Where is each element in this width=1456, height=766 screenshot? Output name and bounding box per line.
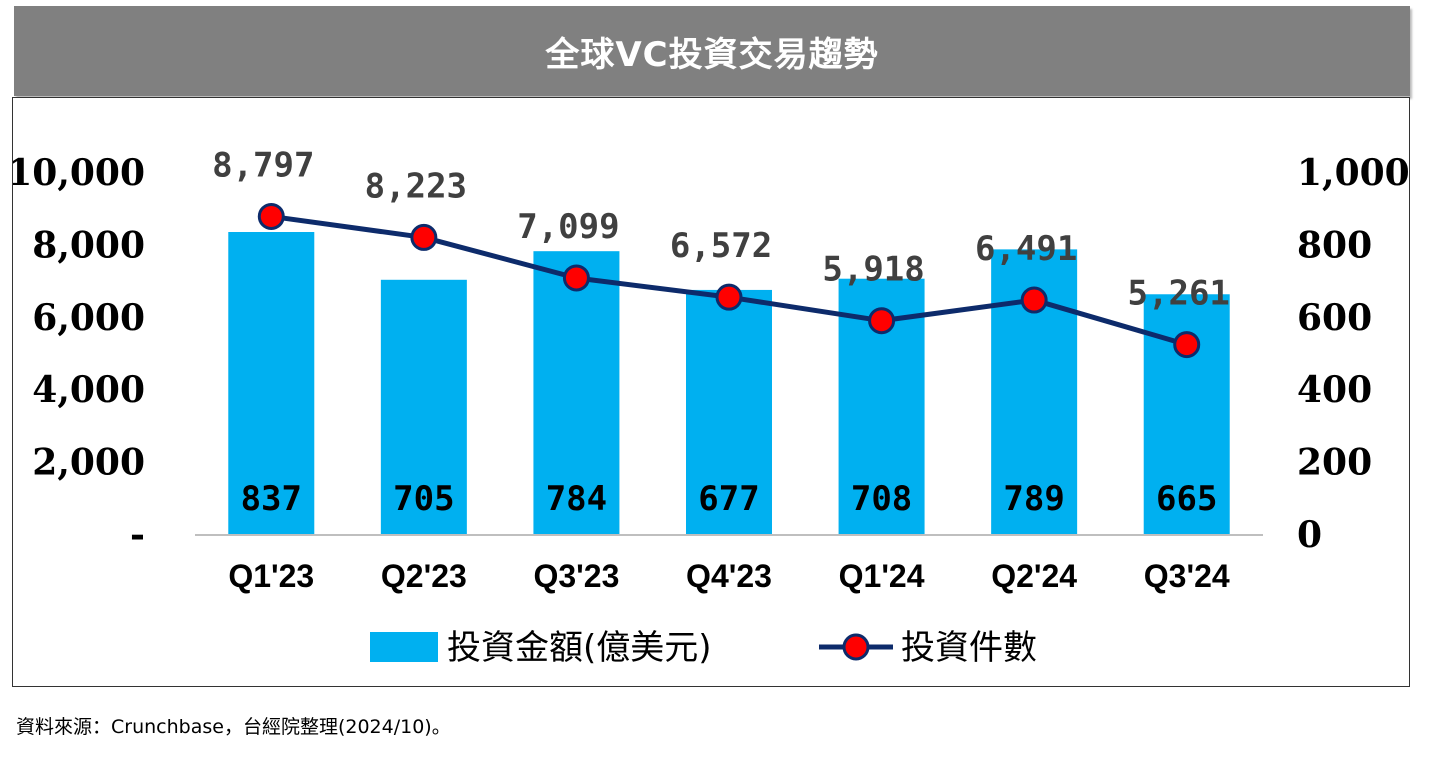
line-marker	[562, 264, 590, 292]
bar	[533, 251, 620, 535]
y-right-tick-label: 600	[1297, 297, 1372, 339]
line-marker	[1020, 286, 1048, 314]
line-marker	[715, 283, 743, 311]
line-marker	[1173, 331, 1201, 359]
line-value-label: 7,099	[517, 207, 619, 247]
y-right-tick-label: 200	[1297, 442, 1372, 484]
x-tick-label: Q3'24	[1144, 558, 1230, 594]
line-value-label: 6,572	[670, 226, 772, 266]
y-left-tick-label: 6,000	[32, 297, 145, 339]
bar-value-label: 837	[241, 479, 302, 519]
chart-title: 全球VC投資交易趨勢	[545, 34, 879, 75]
line-value-label: 8,223	[365, 166, 467, 206]
bar-value-label: 665	[1156, 479, 1217, 519]
line-value-label: 8,797	[212, 145, 314, 185]
y-left-tick-label: 10,000	[13, 152, 145, 194]
legend-line-marker	[842, 633, 870, 661]
y-right-tick-label: 800	[1297, 224, 1372, 266]
bar-value-label: 784	[546, 479, 607, 519]
bar-value-label: 705	[393, 479, 454, 519]
line-marker	[410, 223, 438, 251]
y-right-tick-label: 1,000	[1297, 152, 1409, 194]
y-left-tick-label: -	[130, 514, 145, 556]
bar-value-label: 677	[698, 479, 759, 519]
line-marker	[257, 202, 285, 230]
x-tick-label: Q1'23	[228, 558, 314, 594]
source-note: 資料來源：Crunchbase，台經院整理(2024/10)。	[16, 716, 451, 738]
bar	[686, 289, 772, 535]
line-value-label: 5,261	[1128, 274, 1230, 314]
bar	[228, 232, 315, 536]
chart: - 2,000 4,000 6,000 8,000 10,000 0 200 400 600 800…	[13, 145, 1409, 668]
bar	[380, 279, 467, 535]
x-tick-label: Q1'24	[839, 558, 925, 594]
line-marker	[868, 307, 896, 335]
legend-bar-label: 投資金額(億美元)	[447, 628, 712, 668]
legend-line-label: 投資件數	[901, 628, 1037, 668]
y-left-tick-label: 2,000	[32, 442, 145, 484]
bar-value-label: 789	[1003, 479, 1064, 519]
y-left-tick-label: 8,000	[32, 224, 145, 266]
x-tick-label: Q2'24	[991, 558, 1077, 594]
line-value-label: 5,918	[822, 250, 924, 290]
chart-frame: - 2,000 4,000 6,000 8,000 10,000 0 200 400 600 800…	[12, 97, 1410, 687]
line-value-label: 6,491	[975, 229, 1077, 269]
legend-bar-swatch	[370, 632, 438, 662]
x-tick-label: Q3'23	[533, 558, 619, 594]
x-tick-label: Q2'23	[381, 558, 467, 594]
y-left-tick-label: 4,000	[32, 369, 145, 411]
y-right-tick-label: 0	[1297, 514, 1322, 556]
y-right-tick-label: 400	[1297, 369, 1372, 411]
title-bar: 全球VC投資交易趨勢	[14, 6, 1410, 96]
bar-value-label: 708	[851, 479, 912, 519]
x-tick-label: Q4'23	[686, 558, 772, 594]
